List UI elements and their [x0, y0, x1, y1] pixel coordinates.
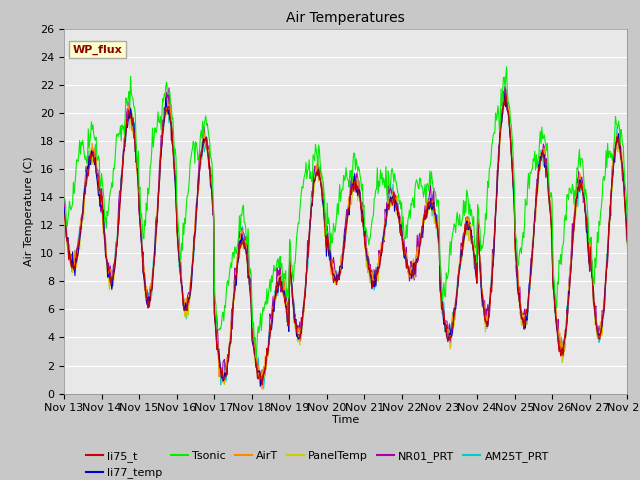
Title: Air Temperatures: Air Temperatures — [286, 11, 405, 25]
Text: WP_flux: WP_flux — [72, 45, 122, 55]
Legend: li75_t, li77_temp, Tsonic, AirT, PanelTemp, NR01_PRT, AM25T_PRT: li75_t, li77_temp, Tsonic, AirT, PanelTe… — [82, 446, 553, 480]
Y-axis label: Air Temperature (C): Air Temperature (C) — [24, 156, 35, 266]
X-axis label: Time: Time — [332, 415, 359, 425]
